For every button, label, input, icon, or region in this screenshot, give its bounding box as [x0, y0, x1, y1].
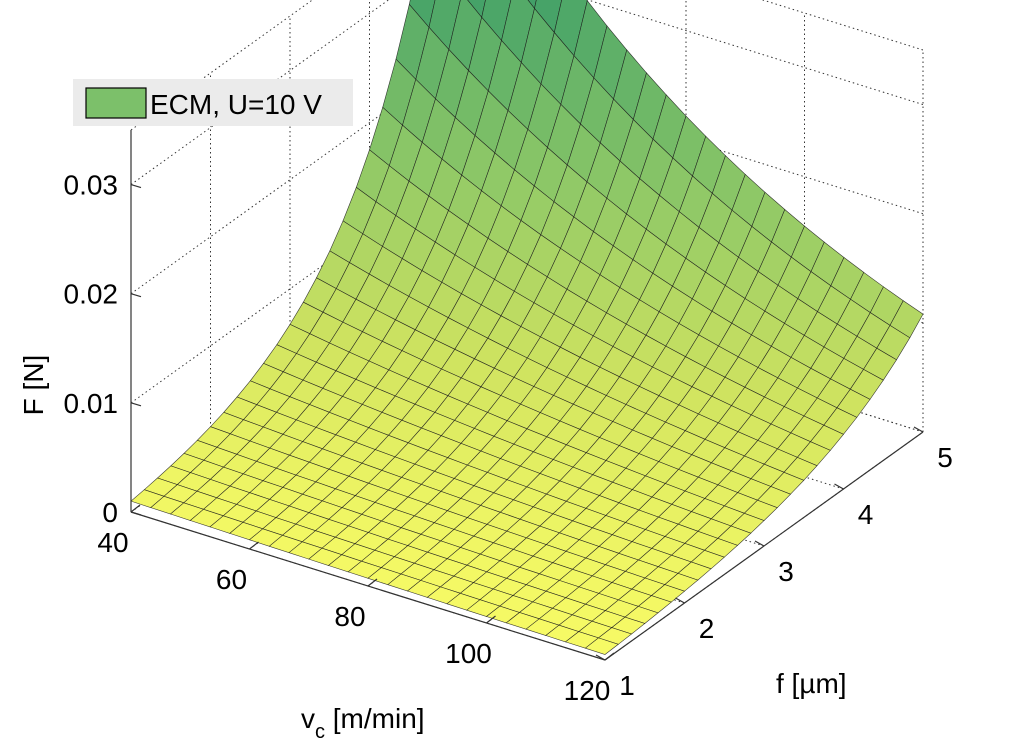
x-tick-label: 120 [564, 675, 611, 706]
x-tick [249, 541, 259, 550]
z-tick [130, 402, 142, 407]
z-tick-label: 0.01 [64, 388, 119, 419]
y-axis-label: f [µm] [776, 668, 847, 699]
x-axis-label-main: v [301, 703, 315, 734]
x-axis-label-sub: c [315, 721, 325, 743]
y-tick-label: 1 [619, 670, 635, 701]
surface-patch [527, 0, 537, 10]
x-tick-label: 40 [97, 527, 128, 558]
x-axis-label: vc [m/min] [301, 703, 425, 743]
z-tick [130, 293, 142, 298]
z-axis-label: F [N] [18, 355, 49, 416]
x-tick-label: 80 [334, 601, 365, 632]
z-tick-label: 0.02 [64, 279, 119, 310]
y-tick [754, 540, 765, 547]
y-tick [913, 426, 924, 433]
x-tick [604, 652, 615, 661]
surface-patch [584, 637, 619, 655]
y-tick [834, 483, 844, 490]
x-tick [367, 578, 378, 587]
x-tick-label: 100 [445, 638, 492, 669]
z-tick [130, 511, 142, 516]
y-tick-label: 5 [937, 442, 953, 473]
y-tick-label: 2 [699, 613, 715, 644]
y-tick [675, 597, 685, 604]
y-tick-label: 3 [778, 556, 794, 587]
axes-layer: 0 0.01 0.02 0.03 40 60 80 100 120 1 2 3 4 5 [64, 130, 953, 706]
x-axis-label-unit: [m/min] [325, 703, 425, 734]
z-tick [130, 183, 142, 189]
z-tick-label: 0 [102, 497, 118, 528]
surface-layer [130, 0, 924, 655]
y-tick-label: 4 [858, 499, 874, 530]
x-tick-label: 60 [216, 564, 247, 595]
legend-swatch [85, 87, 147, 119]
grid-line [586, 0, 924, 106]
z-tick-label: 0.03 [64, 170, 119, 201]
legend: ECM, U=10 V [73, 79, 353, 126]
x-tick [130, 504, 141, 513]
legend-entry-label: ECM, U=10 V [150, 89, 322, 120]
x-tick [486, 615, 496, 624]
y-tick [595, 654, 606, 661]
